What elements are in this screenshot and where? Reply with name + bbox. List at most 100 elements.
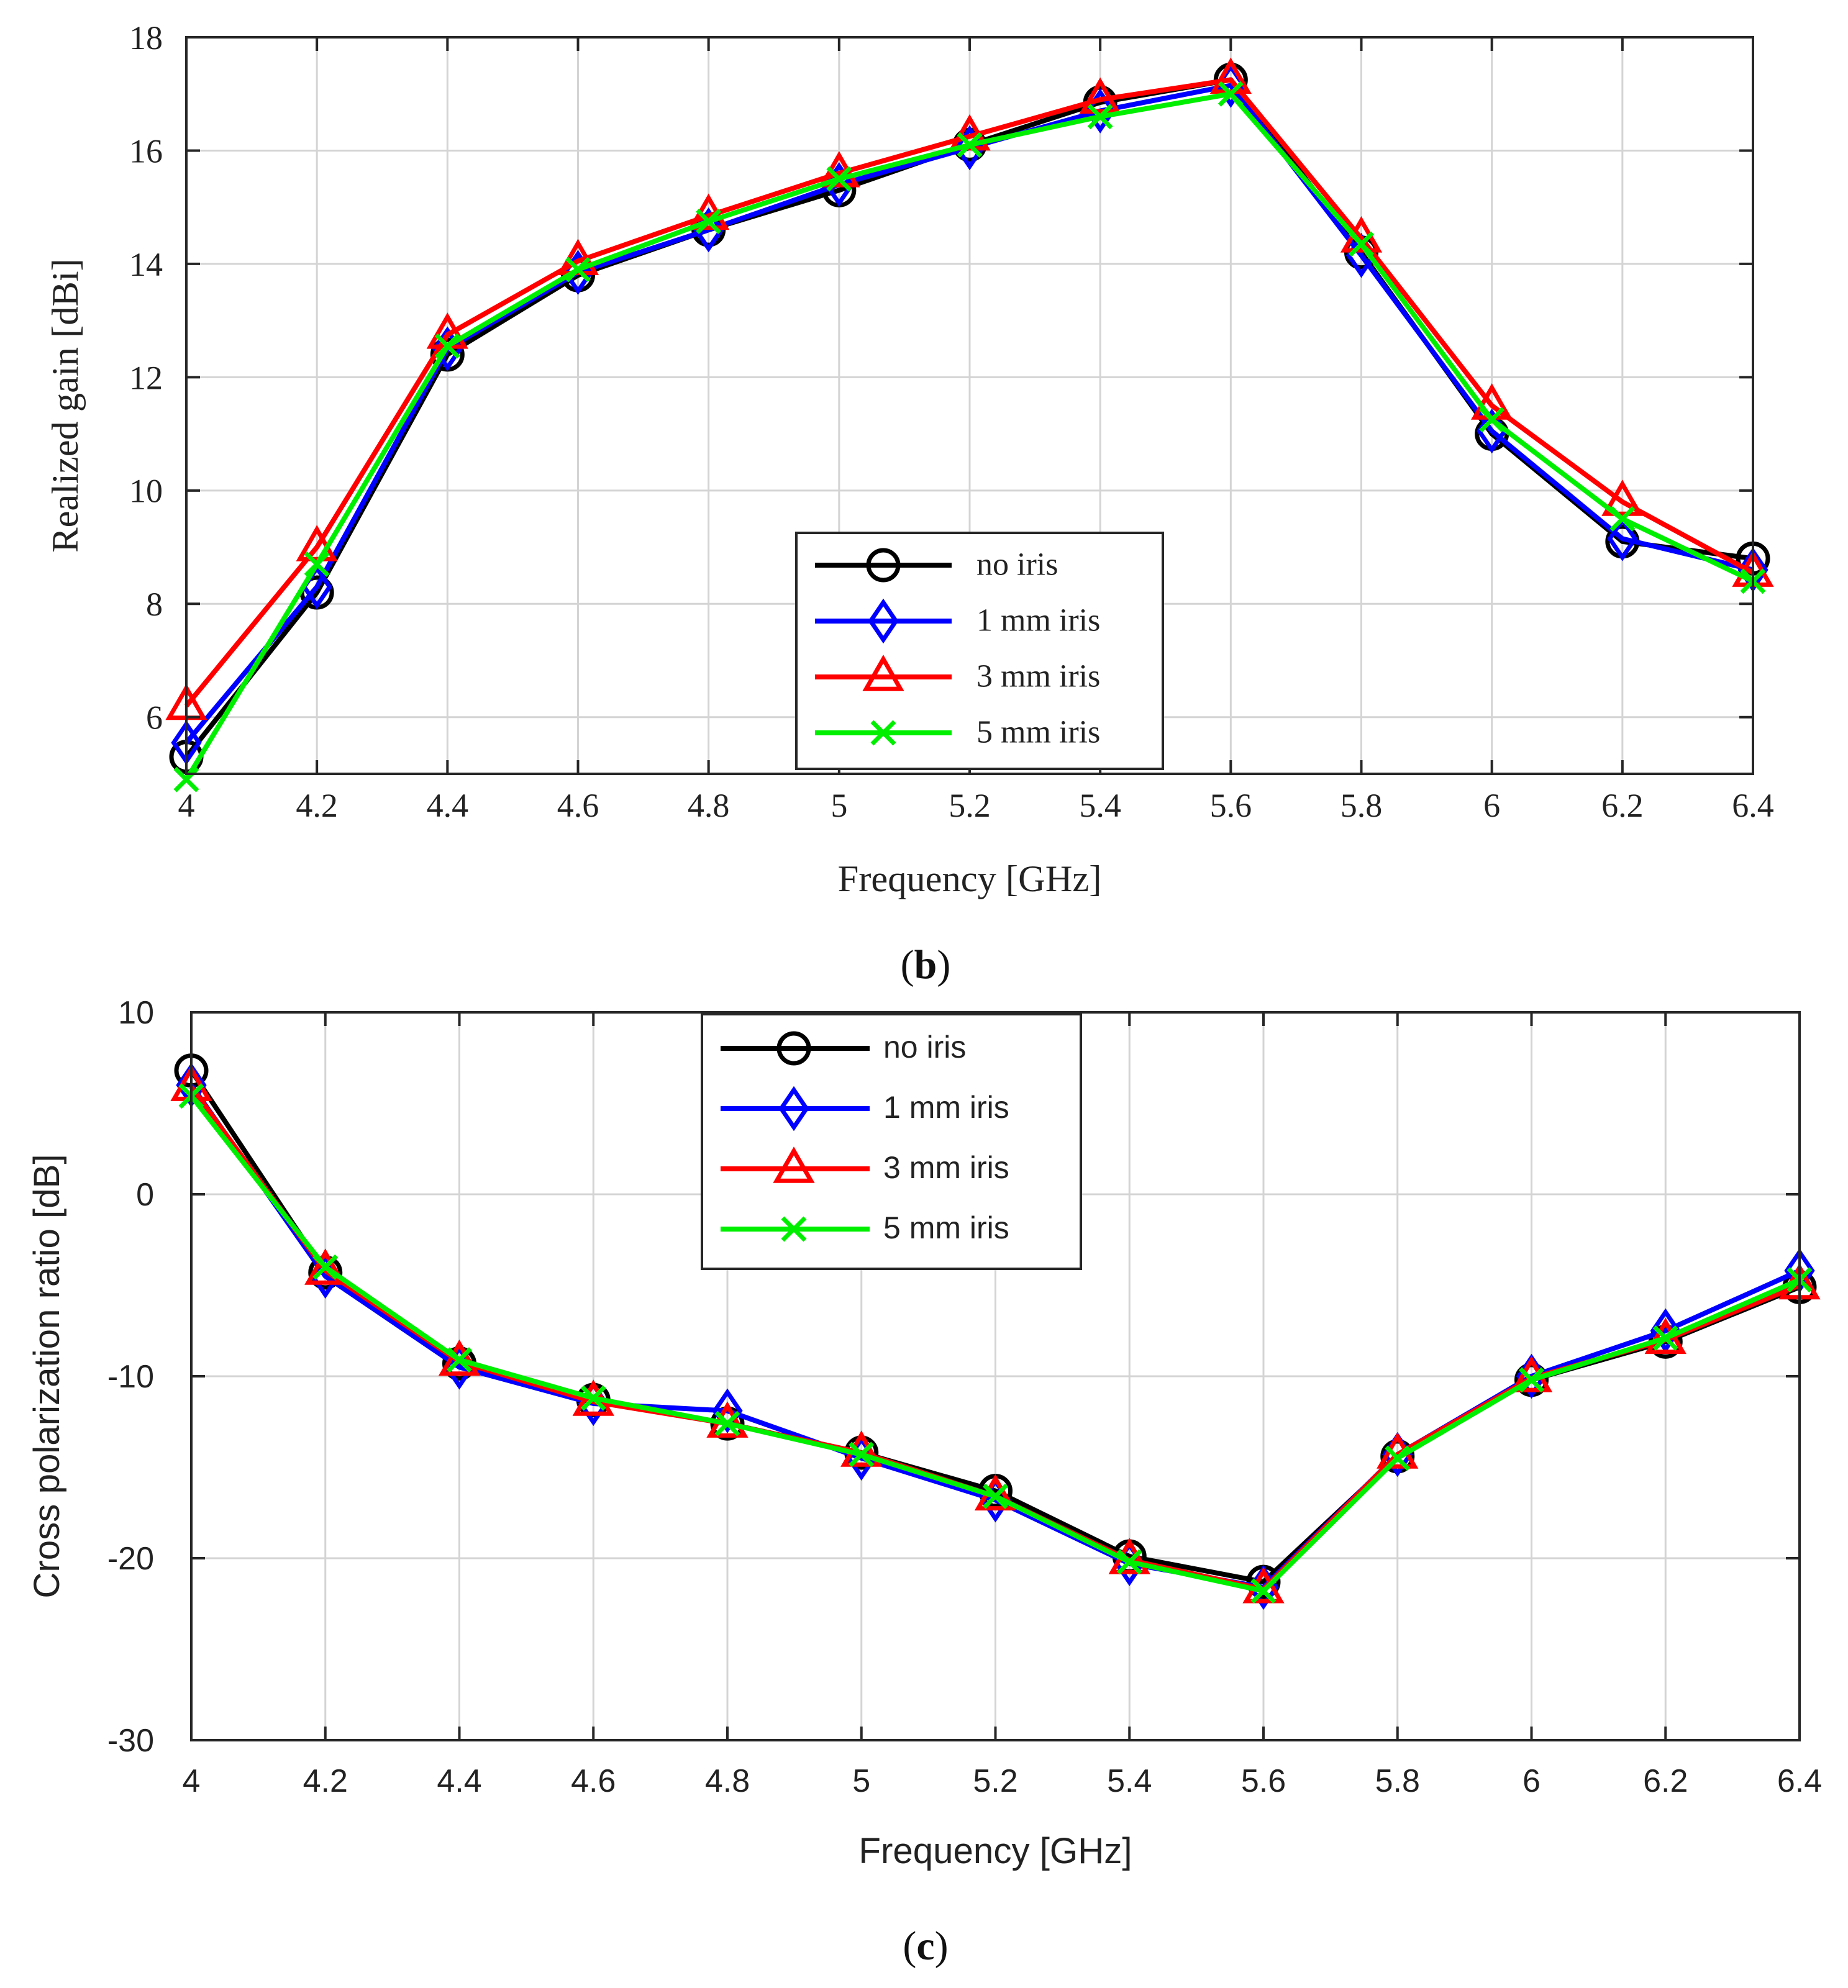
data-point xyxy=(565,256,591,283)
data-point xyxy=(957,132,983,158)
data-point xyxy=(438,1339,481,1376)
x-tick-label: 4 xyxy=(183,1763,201,1799)
series-line xyxy=(184,77,1754,708)
y-tick-label: 0 xyxy=(136,1177,154,1213)
legend-entry: 5 mm iris xyxy=(721,1210,1009,1245)
legend-entry: no iris xyxy=(721,1030,966,1066)
legend-label: no iris xyxy=(976,547,1058,583)
x-axis-label: Frequency [GHz] xyxy=(838,858,1102,900)
x-tick-label: 4.6 xyxy=(557,787,599,824)
y-tick-label: 14 xyxy=(129,246,163,283)
legend-entry: 5 mm iris xyxy=(815,715,1100,750)
data-point xyxy=(849,1441,875,1468)
legend-entry: 1 mm iris xyxy=(815,598,1100,644)
data-point xyxy=(580,1385,606,1411)
data-point xyxy=(304,551,330,577)
data-point xyxy=(1250,1578,1277,1604)
legend-label: 5 mm iris xyxy=(883,1210,1009,1245)
y-axis-label: Cross polarization ratio [dB] xyxy=(27,1154,67,1598)
legend-entry: 1 mm iris xyxy=(721,1086,1009,1132)
legend-marker xyxy=(781,1216,807,1242)
y-tick-label: 18 xyxy=(129,19,163,57)
data-point xyxy=(173,766,199,792)
x-tick-label: 4 xyxy=(178,787,195,824)
x-tick-label: 5.2 xyxy=(949,787,991,824)
x-axis-label: Frequency [GHz] xyxy=(858,1831,1132,1871)
y-tick-label: 6 xyxy=(146,699,163,737)
data-point xyxy=(1218,81,1244,107)
legend-marker xyxy=(866,548,901,583)
data-point xyxy=(983,1483,1008,1509)
legend-entry: 3 mm iris xyxy=(721,1146,1009,1185)
panel-label: (c) xyxy=(903,1923,948,1969)
legend-label: 3 mm iris xyxy=(976,659,1100,694)
x-tick-label: 6 xyxy=(1523,1763,1541,1799)
legend-marker xyxy=(868,598,899,644)
data-point xyxy=(1116,1549,1142,1575)
legend: no iris 1 mm iris 3 mm iris 5 mm iris xyxy=(795,532,1164,770)
data-point xyxy=(840,1430,883,1467)
data-point xyxy=(296,525,338,561)
y-tick-label: 10 xyxy=(118,995,154,1031)
x-tick-label: 4.2 xyxy=(303,1763,348,1799)
x-tick-label: 4.8 xyxy=(688,787,730,824)
legend-marker xyxy=(778,1086,809,1132)
data-point xyxy=(1650,1308,1681,1353)
y-tick-label: 8 xyxy=(146,586,163,623)
data-point xyxy=(1079,77,1121,114)
x-tick-label: 4.2 xyxy=(296,787,338,824)
data-point xyxy=(312,1254,339,1280)
legend-label: 1 mm iris xyxy=(976,603,1100,638)
legend: no iris 1 mm iris 3 mm iris 5 mm iris xyxy=(701,1013,1082,1270)
data-point xyxy=(447,1347,472,1373)
y-tick-label: -30 xyxy=(107,1723,154,1759)
x-tick-label: 6 xyxy=(1483,787,1500,824)
data-point xyxy=(696,209,722,234)
data-point xyxy=(1085,88,1116,134)
x-tick-label: 5.8 xyxy=(1375,1763,1420,1799)
y-axis-label: Realized gain [dBi] xyxy=(45,258,86,553)
data-point xyxy=(1479,407,1505,433)
legend-label: 1 mm iris xyxy=(883,1090,1009,1125)
cross-polarization-chart: 4 4.2 4.4 4.6 4.8 5 5.2 5.4 5.6 5.8 6 6.2 6.4 -30 -20 -… xyxy=(27,995,1822,1969)
data-point xyxy=(826,166,852,192)
x-tick-label: 6.4 xyxy=(1777,1763,1822,1799)
legend-entry: 3 mm iris xyxy=(815,655,1100,694)
data-point xyxy=(1349,231,1374,257)
data-point xyxy=(1652,1325,1678,1351)
x-tick-label: 4.4 xyxy=(437,1763,481,1799)
legend-label: no iris xyxy=(883,1030,966,1064)
data-point xyxy=(714,1410,740,1437)
x-tick-label: 4.8 xyxy=(705,1763,750,1799)
x-tick-label: 5 xyxy=(831,787,847,824)
data-point xyxy=(712,1388,743,1433)
y-tick-label: -20 xyxy=(107,1541,154,1577)
data-point xyxy=(1519,1367,1544,1393)
legend-marker xyxy=(870,720,896,746)
data-point xyxy=(1385,1445,1411,1471)
data-point xyxy=(1609,506,1636,532)
x-tick-label: 5 xyxy=(852,1763,870,1799)
x-tick-label: 5.6 xyxy=(1210,787,1252,824)
x-tick-label: 4.4 xyxy=(427,787,469,824)
y-tick-label: 16 xyxy=(129,132,163,170)
series-5-mm-iris xyxy=(173,81,1766,792)
data-point xyxy=(1607,516,1638,561)
legend-label: 3 mm iris xyxy=(883,1150,1009,1185)
x-tick-label: 5.4 xyxy=(1079,787,1121,824)
x-tick-label: 5.4 xyxy=(1107,1763,1152,1799)
legend-marker xyxy=(773,1146,815,1183)
legend-marker xyxy=(862,655,904,691)
x-tick-label: 6.4 xyxy=(1732,787,1774,824)
data-point xyxy=(434,333,460,359)
legend-marker xyxy=(776,1031,811,1066)
y-tick-label: 10 xyxy=(129,473,163,510)
legend-entry: no iris xyxy=(815,547,1058,583)
series-5-mm-iris xyxy=(178,1083,1813,1604)
legend-box xyxy=(795,532,1164,770)
x-tick-label: 6.2 xyxy=(1601,787,1644,824)
x-tick-label: 5.6 xyxy=(1241,1763,1286,1799)
x-tick-label: 5.8 xyxy=(1340,787,1383,824)
x-tick-label: 4.6 xyxy=(571,1763,616,1799)
